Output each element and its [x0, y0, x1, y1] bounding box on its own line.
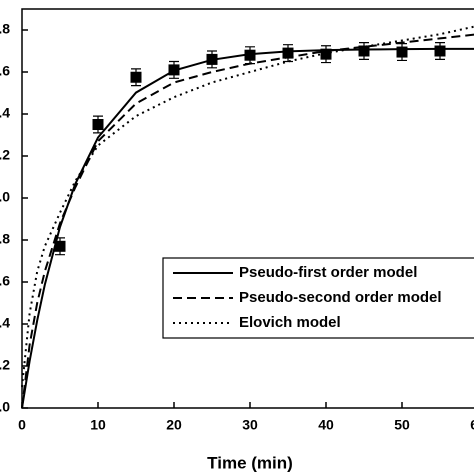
x-tick-label: 50 — [394, 417, 410, 433]
y-tick-label: 1.4 — [0, 105, 10, 121]
y-tick-label: 0.2 — [0, 357, 10, 373]
x-axis-label: Time (min) — [207, 453, 293, 472]
y-tick-label: 1.2 — [0, 147, 10, 163]
x-tick-label: 40 — [318, 417, 334, 433]
data-point — [92, 119, 104, 130]
y-tick-label: 1.0 — [0, 189, 10, 205]
data-point — [54, 240, 66, 252]
x-tick-label: 0 — [18, 417, 26, 433]
data-point — [206, 53, 218, 65]
data-point — [130, 71, 142, 83]
legend-box — [162, 257, 474, 339]
model-line — [21, 33, 474, 409]
data-point — [320, 48, 332, 60]
legend-label: Pseudo-first order model — [239, 264, 417, 281]
legend-label: Pseudo-second order model — [239, 289, 442, 306]
data-point — [434, 45, 446, 57]
x-tick-label: 20 — [166, 417, 182, 433]
data-point — [168, 64, 180, 76]
data-point — [396, 46, 408, 58]
data-point — [358, 45, 370, 57]
y-tick-label: 0.8 — [0, 231, 10, 247]
y-tick-label: 0.0 — [0, 399, 10, 415]
y-tick-label: 1.8 — [0, 21, 10, 37]
x-tick-label: 10 — [90, 417, 106, 433]
data-point — [282, 47, 294, 59]
data-point — [244, 49, 256, 61]
y-tick-label: 1.6 — [0, 63, 10, 79]
y-tick-label: 0.4 — [0, 315, 10, 331]
x-tick-label: 30 — [242, 417, 258, 433]
model-line — [21, 47, 474, 409]
x-tick-label: 60 — [470, 417, 474, 433]
legend-label: Elovich model — [239, 314, 341, 331]
plot-frame — [21, 8, 474, 409]
y-tick-label: 0.6 — [0, 273, 10, 289]
